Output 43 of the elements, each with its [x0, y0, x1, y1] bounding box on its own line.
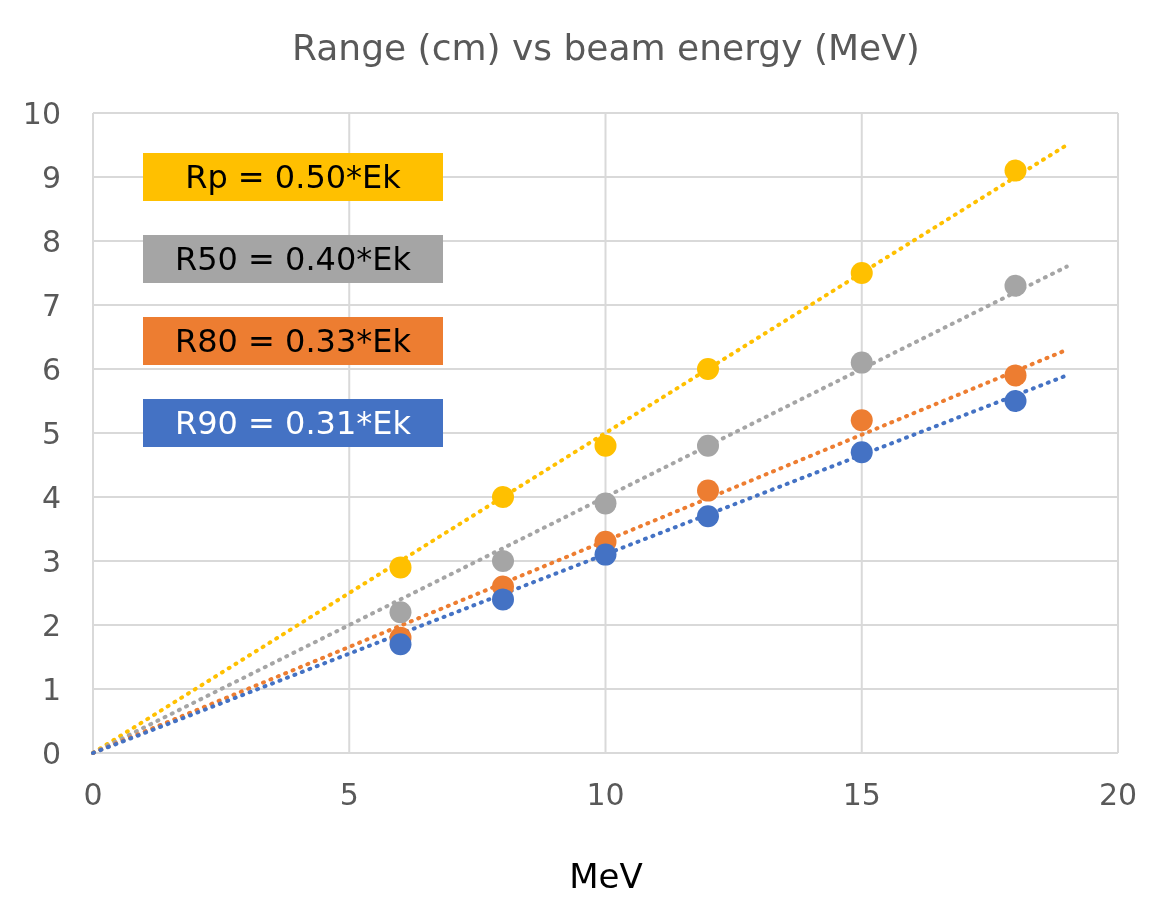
y-tick-label: 5 [41, 415, 61, 451]
chart-title: Range (cm) vs beam energy (MeV) [292, 27, 920, 68]
point [594, 434, 617, 457]
y-tick-label: 3 [41, 543, 61, 579]
y-tick-label: 10 [22, 95, 61, 131]
x-axis-title: MeV [569, 856, 643, 896]
y-tick-label: 4 [41, 479, 61, 515]
point [492, 550, 514, 572]
point [697, 479, 719, 502]
point [594, 492, 617, 515]
point [594, 543, 617, 566]
point [697, 505, 719, 528]
point [1004, 159, 1027, 182]
point [1004, 364, 1027, 387]
y-tick-label: 7 [41, 287, 61, 323]
x-tick-label: 20 [1098, 777, 1138, 812]
x-tick-label: 10 [586, 777, 625, 812]
y-tick-label: 9 [41, 159, 61, 195]
point [389, 556, 412, 579]
point [1004, 390, 1027, 412]
text: R50 = 0.40*Ek [174, 240, 412, 279]
point [850, 409, 873, 432]
point [389, 601, 412, 624]
point [1004, 274, 1027, 297]
y-tick-label: 6 [41, 351, 61, 387]
y-tick-label: 8 [41, 223, 61, 259]
text: Rp = 0.50*Ek [185, 158, 402, 197]
point [850, 441, 873, 464]
point [697, 434, 719, 457]
y-tick-label: 2 [41, 607, 61, 643]
point [850, 262, 873, 284]
point [492, 588, 514, 611]
x-tick-label: 15 [842, 777, 881, 812]
text: R80 = 0.33*Ek [174, 322, 412, 361]
x-tick-label: 0 [83, 777, 103, 812]
point [492, 486, 514, 508]
point [389, 633, 412, 656]
x-tick-label: 5 [339, 777, 359, 812]
y-tick-label: 0 [41, 735, 61, 771]
point [697, 358, 719, 380]
point [850, 351, 873, 374]
y-tick-label: 1 [41, 671, 61, 707]
text: R90 = 0.31*Ek [174, 404, 412, 443]
